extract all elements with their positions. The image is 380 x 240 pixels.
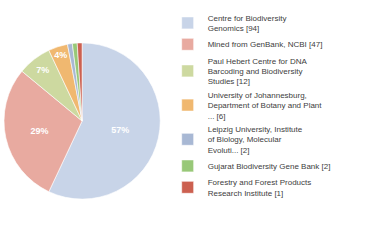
svg-text:Gujarat Biodiversity Gene Bank: Gujarat Biodiversity Gene Bank [2]	[208, 162, 331, 171]
svg-text:Mined from GenBank, NCBI [47]: Mined from GenBank, NCBI [47]	[208, 40, 323, 49]
svg-text:University of Johannesburg,Dep: University of Johannesburg,Department of…	[208, 91, 323, 121]
svg-text:Forestry and Forest ProductsRe: Forestry and Forest ProductsResearch Ins…	[208, 178, 312, 197]
svg-text:Leipzig University, Instituteo: Leipzig University, Instituteof Biology,…	[208, 125, 303, 155]
svg-text:57%: 57%	[111, 125, 129, 135]
svg-text:Centre for BiodiversityGenomic: Centre for BiodiversityGenomics [94]	[208, 14, 287, 33]
svg-text:7%: 7%	[36, 65, 49, 75]
svg-text:29%: 29%	[31, 126, 49, 136]
svg-text:Paul Hebert Centre for DNABarc: Paul Hebert Centre for DNABarcoding and …	[208, 57, 308, 87]
svg-text:4%: 4%	[54, 50, 67, 60]
